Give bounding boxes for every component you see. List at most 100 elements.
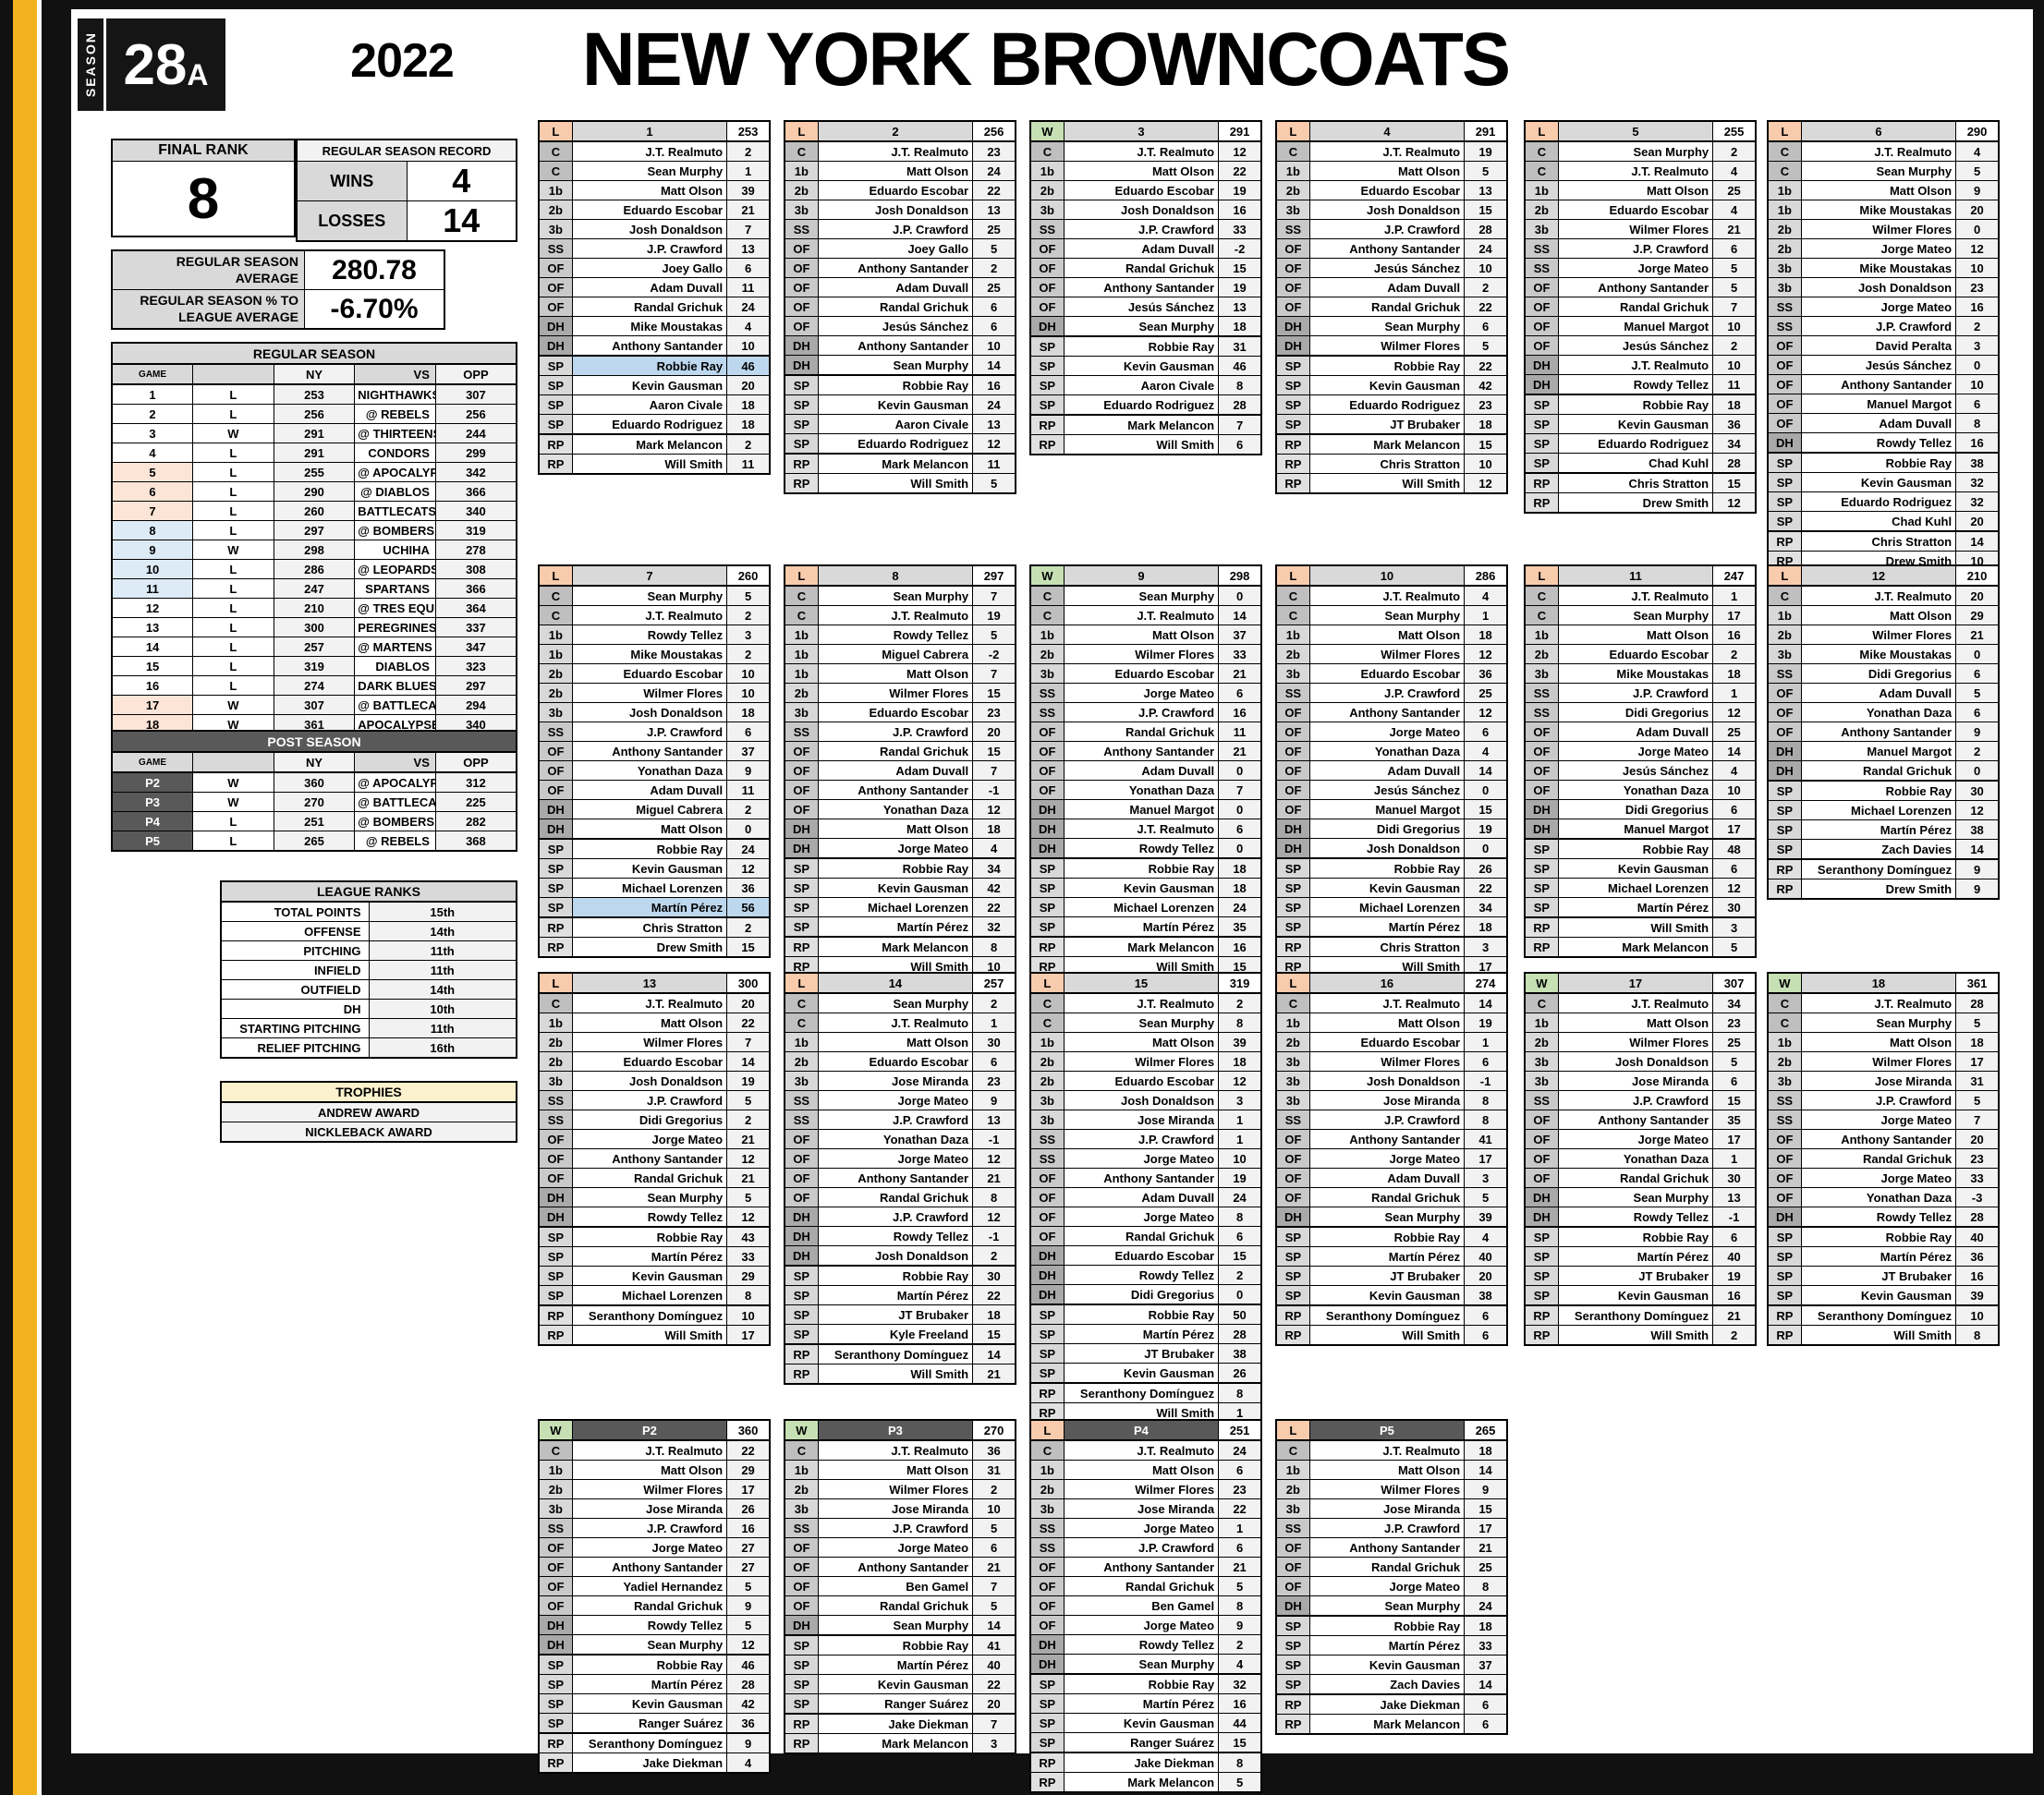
player-points-cell: 38 <box>1955 819 2000 840</box>
game-number-cell: 9 <box>111 540 194 560</box>
player-name-cell: Jesús Sánchez <box>1063 297 1220 317</box>
position-cell: OF <box>1275 297 1310 317</box>
player-points-cell: 6 <box>1464 316 1508 336</box>
player-name-cell: Rowdy Tellez <box>817 1226 974 1246</box>
player-points-cell: 56 <box>726 897 771 918</box>
player-points-cell: 9 <box>726 1595 771 1616</box>
player-row: OF Ben Gamel 8 <box>1029 1595 1262 1616</box>
player-points-cell: 10 <box>726 335 771 357</box>
position-cell: SS <box>1524 702 1559 722</box>
player-points-cell: 9 <box>1218 1615 1262 1635</box>
position-cell: OF <box>1275 1557 1310 1577</box>
player-points-cell: 40 <box>1712 1246 1757 1267</box>
player-row: RP Seranthony Domínguez 8 <box>1029 1382 1262 1403</box>
player-row: RP Mark Melancon 11 <box>784 453 1016 474</box>
opponent-score-cell: 340 <box>434 501 517 521</box>
player-name-cell: Wilmer Flores <box>571 1032 728 1052</box>
player-row: RP Mark Melancon 15 <box>1275 433 1508 455</box>
player-row: OF Anthony Santander 9 <box>1767 722 2000 742</box>
player-points-cell: 25 <box>972 277 1016 297</box>
player-row: 1b Matt Olson 6 <box>1029 1460 1262 1480</box>
player-points-cell: 5 <box>1955 683 2000 703</box>
player-name-cell: Anthony Santander <box>1800 374 1957 394</box>
trophies-table: TROPHIES ANDREW AWARD NICKLEBACK AWARD <box>220 1081 517 1143</box>
team-score-cell: 274 <box>1464 972 1508 994</box>
player-name-cell: Sean Murphy <box>1308 1595 1466 1617</box>
player-name-cell: Michael Lorenzen <box>1308 897 1466 917</box>
player-name-cell: Wilmer Flores <box>1308 644 1466 664</box>
player-points-cell: 21 <box>1464 1537 1508 1558</box>
player-name-cell: Ben Gamel <box>1063 1595 1220 1616</box>
game-box-header: L 4 291 <box>1275 120 1508 142</box>
game-label-cell: 8 <box>817 564 974 587</box>
player-points-cell: 14 <box>972 1615 1016 1636</box>
player-row: SS J.P. Crawford 1 <box>1524 683 1757 703</box>
game-box-header: W 3 291 <box>1029 120 1262 142</box>
player-row: 3b Josh Donaldson 23 <box>1767 277 2000 297</box>
position-cell: SP <box>784 1265 819 1286</box>
player-name-cell: Matt Olson <box>817 1460 974 1480</box>
player-name-cell: Adam Duvall <box>1063 238 1220 259</box>
player-row: 3b Josh Donaldson 16 <box>1029 200 1262 220</box>
ny-score-cell: 291 <box>273 443 356 463</box>
position-cell: C <box>538 161 573 181</box>
position-cell: 3b <box>1767 1071 1802 1091</box>
player-name-cell: Anthony Santander <box>817 335 974 356</box>
player-row: 2b Eduardo Escobar 1 <box>1275 1032 1508 1052</box>
ny-score-cell: 297 <box>273 520 356 540</box>
player-points-cell: 10 <box>1955 1304 2000 1326</box>
player-row: SP Robbie Ray 46 <box>538 1654 771 1675</box>
player-name-cell: Jorge Mateo <box>817 1090 974 1110</box>
player-row: DH Sean Murphy 13 <box>1524 1187 1757 1207</box>
player-points-cell: 14 <box>972 355 1016 376</box>
player-name-cell: Michael Lorenzen <box>1800 800 1957 820</box>
game-box-header: L 13 300 <box>538 972 771 994</box>
game-box-header: L 10 286 <box>1275 564 1508 587</box>
position-cell: DH <box>1275 335 1310 357</box>
league-rank-row: INFIELD 11th <box>220 960 517 980</box>
player-points-cell: 7 <box>972 1576 1016 1596</box>
position-cell: OF <box>538 1557 573 1577</box>
position-cell: OF <box>1029 780 1065 800</box>
player-points-cell: 8 <box>1218 375 1262 395</box>
player-row: 3b Jose Miranda 8 <box>1275 1090 1508 1110</box>
position-cell: SS <box>1767 1090 1802 1110</box>
position-cell: 1b <box>1767 605 1802 625</box>
player-name-cell: Will Smith <box>1800 1325 1957 1346</box>
player-points-cell: 17 <box>1712 819 1757 840</box>
player-row: C J.T. Realmuto 14 <box>1029 605 1262 625</box>
game-log-row: P4 L 251 @ BOMBERS 282 <box>111 811 517 831</box>
player-row: SP Martín Pérez 40 <box>1275 1246 1508 1267</box>
player-name-cell: Josh Donaldson <box>1557 1051 1714 1072</box>
player-points-cell: -1 <box>1712 1207 1757 1228</box>
position-cell: RP <box>538 937 573 958</box>
player-points-cell: 22 <box>972 1285 1016 1305</box>
game-box-header: L 16 274 <box>1275 972 1508 994</box>
player-name-cell: Martín Pérez <box>817 916 974 938</box>
player-points-cell: 0 <box>1955 355 2000 375</box>
opponent-score-cell: 364 <box>434 598 517 618</box>
team-score-cell: 319 <box>1218 972 1262 994</box>
player-name-cell: Wilmer Flores <box>1800 625 1957 645</box>
player-points-cell: 5 <box>726 1576 771 1596</box>
player-name-cell: Kevin Gausman <box>1800 1285 1957 1306</box>
player-row: 1b Matt Olson 39 <box>538 180 771 200</box>
player-points-cell: 16 <box>1218 702 1262 722</box>
team-score-cell: 286 <box>1464 564 1508 587</box>
position-cell: DH <box>1029 1265 1065 1285</box>
position-cell: 1b <box>1029 1460 1065 1480</box>
player-row: SP Kevin Gausman 20 <box>538 375 771 395</box>
position-cell: 3b <box>1275 1051 1310 1072</box>
player-row: SS J.P. Crawford 33 <box>1029 219 1262 239</box>
team-score-cell: 255 <box>1712 120 1757 142</box>
player-name-cell: Randal Grichuk <box>1800 760 1957 782</box>
player-points-cell: 0 <box>1464 780 1508 800</box>
player-points-cell: 20 <box>1464 1266 1508 1286</box>
game-box-header: L 1 253 <box>538 120 771 142</box>
player-name-cell: Adam Duvall <box>1800 413 1957 433</box>
player-name-cell: Adam Duvall <box>817 760 974 781</box>
player-row: OF Randal Grichuk 5 <box>1275 1187 1508 1207</box>
player-points-cell: 12 <box>972 799 1016 819</box>
player-name-cell: Anthony Santander <box>1063 1557 1220 1577</box>
position-cell: 1b <box>538 1460 573 1480</box>
